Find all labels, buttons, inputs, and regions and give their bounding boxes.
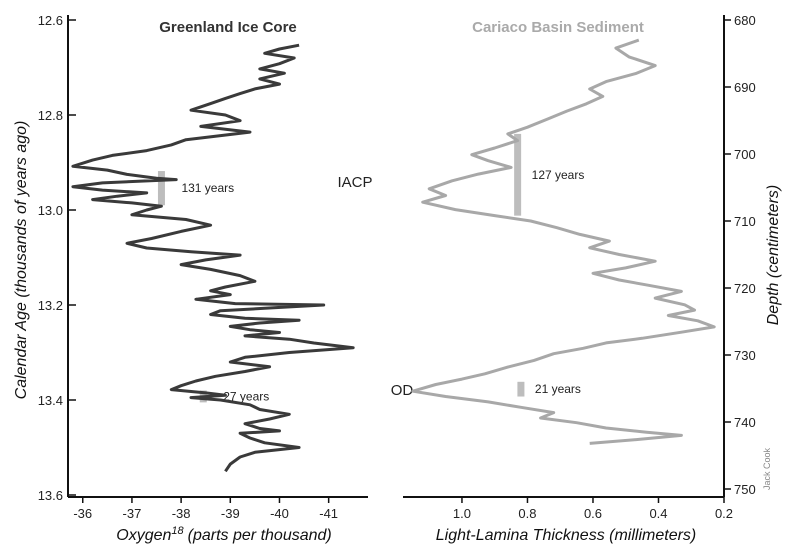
cariaco-markers: 127 years 21 years: [514, 133, 585, 397]
x-tick-label: -40: [270, 506, 289, 521]
y-tick-label: 700: [734, 147, 756, 162]
y-tick-label: 12.8: [38, 108, 63, 123]
right-y-ticks: 680 690 700 710 720 730 740 750: [724, 13, 756, 497]
cariaco-title: Cariaco Basin Sediment: [472, 19, 644, 36]
x-tick-label: 1.0: [453, 506, 471, 521]
y-tick-label: 750: [734, 482, 756, 497]
xlabel-units: (parts per thousand): [188, 527, 332, 544]
right-x-axis-label: Light-Lamina Thickness (millimeters): [436, 527, 697, 544]
y-tick-label: 680: [734, 13, 756, 28]
interval-marker: [157, 171, 165, 206]
left-y-axis-label: Calendar Age (thousands of years ago): [13, 121, 30, 400]
interval-label: 27 years: [223, 389, 269, 403]
right-y-axis-label: Depth (centimeters): [765, 185, 782, 326]
interval-label: 131 years: [181, 181, 234, 195]
x-tick-label: -38: [172, 506, 191, 521]
x-tick-label: -39: [221, 506, 240, 521]
y-tick-label: 13.0: [38, 203, 63, 218]
x-tick-label: 0.8: [518, 506, 536, 521]
x-tick-label: 0.6: [584, 506, 602, 521]
cariaco-panel: Cariaco Basin Sediment 680 690 700 710 720 73…: [403, 13, 782, 544]
interval-label: 127 years: [532, 168, 585, 182]
greenland-title: Greenland Ice Core: [159, 19, 297, 36]
xlabel-superscript: 18: [171, 525, 184, 537]
left-x-ticks: -36 -37 -38 -39 -40 -41: [73, 497, 338, 521]
event-label-od: OD: [391, 382, 414, 399]
left-x-axis-label: Oxygen18 (parts per thousand): [116, 525, 331, 544]
y-tick-label: 13.2: [38, 298, 63, 313]
x-tick-label: -41: [319, 506, 338, 521]
y-tick-label: 13.6: [38, 488, 63, 503]
y-tick-label: 13.4: [38, 393, 63, 408]
greenland-panel: Greenland Ice Core 12.612.813.013.213.41…: [13, 13, 368, 544]
interval-marker: [514, 133, 522, 216]
y-tick-label: 720: [734, 281, 756, 296]
credit-text: Jack Cook: [762, 447, 772, 490]
x-tick-label: 0.4: [649, 506, 667, 521]
x-tick-label: -36: [73, 506, 92, 521]
y-tick-label: 690: [734, 80, 756, 95]
y-tick-label: 730: [734, 348, 756, 363]
y-tick-label: 12.6: [38, 13, 63, 28]
interval-marker: [517, 381, 525, 397]
greenland-series-line: [71, 43, 355, 473]
x-tick-label: -37: [123, 506, 142, 521]
event-label-iacp: IACP: [337, 174, 372, 191]
x-tick-label: 0.2: [715, 506, 733, 521]
interval-label: 21 years: [535, 382, 581, 396]
xlabel-oxygen: Oxygen: [116, 527, 171, 544]
left-y-ticks: 12.6 12.8 13.0 13.2 13.4 13.6: [38, 13, 76, 503]
y-tick-label: 710: [734, 214, 756, 229]
right-x-ticks: 1.0 0.8 0.6 0.4 0.2: [453, 497, 733, 521]
y-tick-label: 740: [734, 415, 756, 430]
cariaco-series-line: [411, 38, 716, 445]
